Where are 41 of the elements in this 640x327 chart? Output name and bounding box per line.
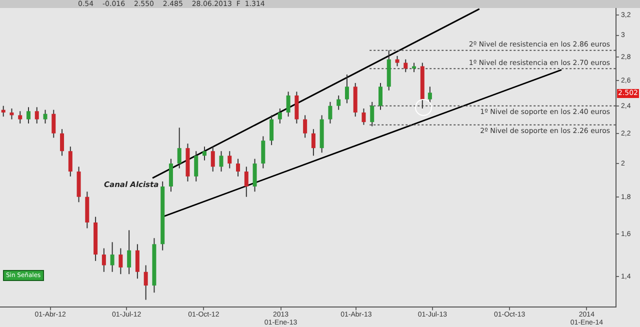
candlestick — [228, 150, 232, 169]
candlestick — [144, 264, 148, 300]
candlestick — [236, 158, 240, 177]
candlestick — [202, 146, 206, 161]
candlestick — [10, 108, 14, 120]
candlestick — [135, 244, 140, 280]
candlestick — [270, 114, 274, 146]
candlestick — [344, 74, 349, 104]
candlestick — [311, 128, 316, 156]
candlestick — [34, 106, 39, 124]
candlestick — [26, 106, 30, 124]
candlestick — [219, 150, 224, 172]
candlestick — [168, 158, 173, 192]
candlestick — [102, 248, 106, 272]
candlestick — [428, 86, 432, 104]
candlestick — [294, 91, 299, 124]
candlestick — [395, 55, 400, 67]
candlestick — [244, 166, 248, 198]
candlestick — [210, 146, 215, 172]
candlestick — [194, 150, 198, 182]
candlestick — [52, 109, 56, 138]
candlestick — [18, 110, 22, 124]
candlestick — [68, 146, 72, 177]
candlestick — [1, 105, 6, 118]
candlestick — [286, 91, 290, 118]
candlestick — [177, 127, 182, 169]
candlestick — [278, 108, 282, 124]
candlestick — [378, 82, 382, 110]
candlestick — [303, 114, 308, 138]
candlestick — [43, 109, 48, 124]
candlestick — [252, 158, 257, 192]
candlestick — [110, 242, 114, 272]
candlestick — [127, 230, 132, 275]
candlestick — [328, 101, 332, 124]
candlestick — [118, 248, 123, 275]
candlestick — [336, 94, 341, 110]
candlestick — [60, 128, 64, 156]
candlestick — [370, 101, 374, 127]
candlestick — [404, 58, 408, 73]
candlestick — [362, 108, 366, 126]
candlestick — [261, 136, 266, 169]
